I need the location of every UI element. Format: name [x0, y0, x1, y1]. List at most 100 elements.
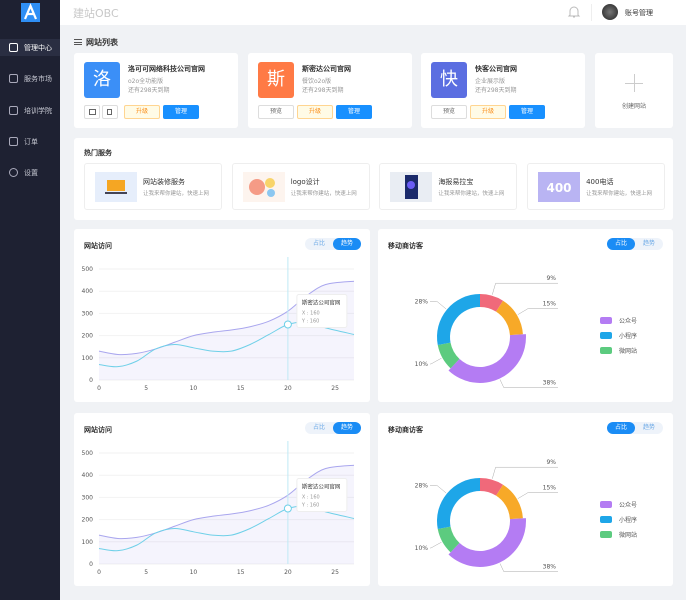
tooltip-line: Y : 160 — [301, 503, 319, 509]
menu-item[interactable]: 设置 — [0, 164, 60, 181]
site-name: 洛可可网络科技公司官网 — [128, 65, 205, 73]
account-name[interactable]: 账号管理 — [625, 9, 653, 17]
menu-icon — [9, 106, 18, 115]
service-name: logo设计 — [290, 178, 320, 186]
site-button[interactable]: 升级 — [470, 105, 506, 119]
legend-label: 公众号 — [619, 502, 637, 509]
slice-label: 10% — [415, 545, 429, 552]
menu-icon — [9, 43, 18, 52]
service-card[interactable]: logo设计让我来帮你建站，快速上网 — [231, 163, 370, 210]
x-tick-label: 25 — [331, 569, 339, 576]
service-image-text: 400 — [547, 181, 572, 195]
mobile-button[interactable] — [102, 105, 118, 119]
service-card[interactable]: 400 400电话 让我来帮你建站，快速上网 — [527, 163, 666, 210]
chart-panel: 网站访问 占比 趋势 0 100 200 300 400 500 0 5 10 15 20 25 斯密达公司官… — [74, 229, 370, 402]
tooltip — [296, 294, 348, 328]
legend-swatch — [600, 317, 612, 324]
site-expiry: 还有298天到期 — [128, 87, 170, 94]
site-card: 斯斯密达公司官网 餐饮o2o版 还有298天到期 预览 升级 管理 — [248, 53, 412, 128]
service-desc: 让我来帮你建站，快速上网 — [586, 191, 653, 197]
site-button[interactable]: 升级 — [297, 105, 333, 119]
site-button[interactable]: 管理 — [163, 105, 199, 119]
services-panel: 热门服务 网站装修服务 让我来帮你建站，快速上网 logo设计 让我来帮你建站，快速上网… — [74, 138, 673, 220]
logo-mark — [23, 3, 38, 20]
menu-label: 管理中心 — [24, 44, 52, 52]
tab[interactable]: 趋势 — [333, 422, 361, 434]
donut-slice — [496, 300, 523, 336]
tab[interactable]: 趋势 — [642, 424, 655, 431]
services-title: 热门服务 — [84, 149, 112, 157]
donut-slice — [448, 334, 526, 384]
service-name: 网站装修服务 — [143, 178, 185, 186]
tab[interactable]: 占比 — [607, 422, 635, 434]
slice-label: 38% — [543, 380, 557, 387]
legend-swatch — [600, 347, 612, 354]
menu-item[interactable]: 订单 — [0, 133, 60, 150]
service-card[interactable]: 海报易拉宝 让我来帮你建站，快速上网 — [379, 163, 518, 210]
site-button[interactable]: 管理 — [336, 105, 372, 119]
slice-label: 38% — [543, 564, 557, 571]
create-card[interactable]: 创建网站 — [595, 53, 673, 128]
site-button[interactable]: 升级 — [124, 105, 160, 119]
chart: 0 100 200 300 400 500 0 5 10 15 20 25 斯密达公司官网 X : 160… — [82, 441, 355, 576]
chart-panel: 移动商访客 占比 趋势 9% 15% 38% 10% 28% 公众号 小程序 微网站 — [378, 229, 673, 402]
menu-icon — [9, 74, 18, 83]
site-button[interactable]: 管理 — [509, 105, 545, 119]
menu-item[interactable]: 培训学院 — [0, 102, 60, 119]
desktop-button[interactable] — [84, 105, 100, 119]
bell-icon[interactable] — [567, 5, 581, 19]
donut-slice — [437, 342, 460, 369]
slice-label: 9% — [546, 275, 556, 282]
legend-swatch — [600, 332, 612, 339]
y-tick-label: 200 — [82, 517, 94, 524]
leader-line — [430, 301, 447, 310]
tab[interactable]: 趋势 — [642, 240, 655, 247]
donut-slice — [437, 294, 480, 346]
leader-line — [517, 492, 558, 499]
x-tick-label: 20 — [284, 385, 292, 392]
hover-point — [283, 320, 292, 329]
chart-title: 网站访问 — [84, 242, 112, 250]
site-plan: 餐饮o2o版 — [302, 78, 332, 85]
y-tick-label: 500 — [82, 266, 94, 273]
legend-label: 小程序 — [619, 332, 637, 340]
slice-label: 28% — [415, 298, 429, 305]
site-button[interactable]: 预览 — [258, 105, 294, 119]
menu-item[interactable]: 管理中心 — [0, 39, 60, 56]
leader-line — [430, 357, 442, 365]
y-tick-label: 0 — [89, 561, 93, 568]
avatar[interactable] — [602, 4, 618, 20]
site-icon: 斯 — [258, 62, 294, 98]
tooltip-title: 斯密达公司官网 — [302, 483, 341, 491]
y-tick-label: 200 — [82, 333, 94, 340]
leader-line — [499, 379, 558, 388]
legend-label: 微网站 — [619, 347, 637, 355]
top-bar: 建站OBC 账号管理 — [60, 0, 686, 25]
legend-label: 小程序 — [619, 516, 637, 524]
menu-item[interactable]: 服务市场 — [0, 70, 60, 87]
site-card: 快快客公司官网 企业展示版 还有298天到期 预览 升级 管理 — [421, 53, 585, 128]
leader-line — [517, 308, 558, 315]
chart-title: 网站访问 — [84, 426, 112, 434]
tab[interactable]: 趋势 — [333, 238, 361, 250]
service-desc: 让我来帮你建站，快速上网 — [290, 191, 357, 197]
tab[interactable]: 占比 — [312, 424, 325, 431]
leader-line — [430, 485, 447, 494]
desktop-button-glyph — [89, 109, 96, 115]
service-card[interactable]: 网站装修服务 让我来帮你建站，快速上网 — [84, 163, 222, 210]
donut-slice — [437, 478, 480, 530]
mobile-button-glyph — [107, 109, 112, 115]
slice-label: 15% — [543, 484, 557, 491]
slice-label: 9% — [546, 459, 556, 466]
y-tick-label: 100 — [82, 539, 94, 546]
area — [99, 465, 354, 564]
x-tick-label: 5 — [144, 385, 148, 392]
tab[interactable]: 占比 — [312, 240, 325, 247]
site-expiry: 还有298天到期 — [475, 87, 517, 94]
x-tick-label: 15 — [237, 569, 245, 576]
chart-panel: 网站访问 占比 趋势 0 100 200 300 400 500 0 5 10 15 20 25 斯密达公司官… — [74, 413, 370, 586]
site-button[interactable]: 预览 — [431, 105, 467, 119]
tab[interactable]: 占比 — [607, 238, 635, 250]
